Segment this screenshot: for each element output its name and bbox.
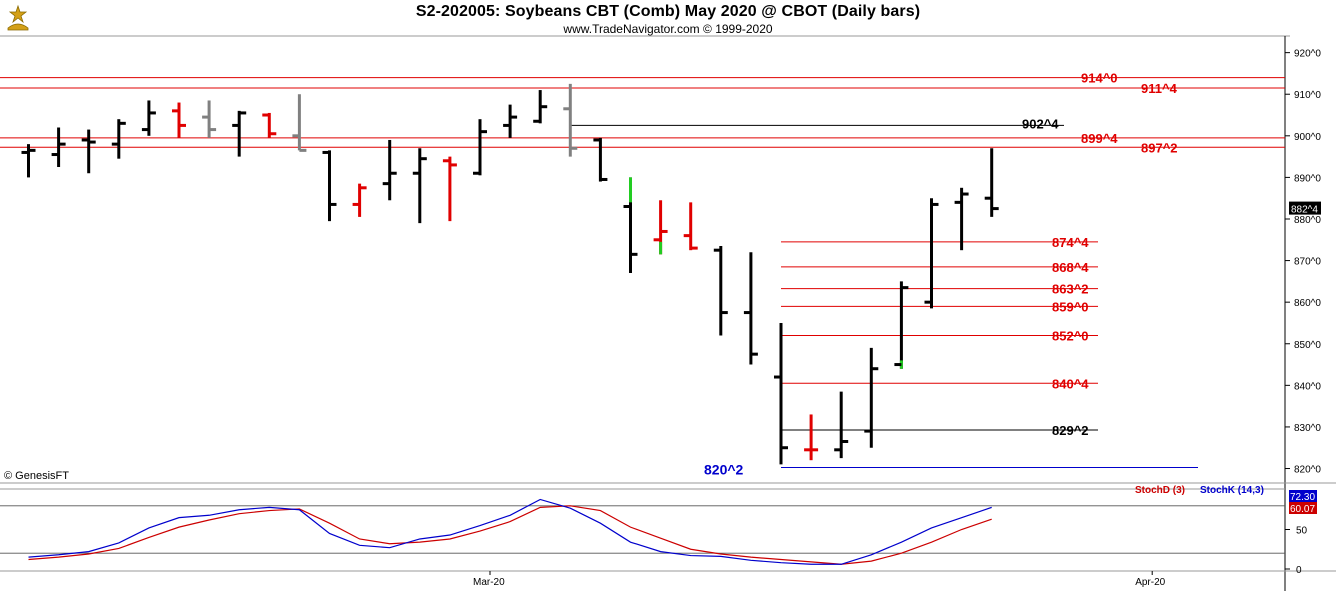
- ohlc-bar: [743, 252, 758, 365]
- price-axis-tick-label: 850^0: [1294, 340, 1321, 351]
- current-price-marker: [1289, 201, 1321, 215]
- ohlc-bar: [232, 110, 247, 157]
- ohlc-bar: [864, 347, 879, 448]
- price-level-label: 829^2: [1052, 423, 1089, 438]
- chart-header: S2-202005: Soybeans CBT (Comb) May 2020 …: [0, 0, 1336, 36]
- date-axis-label: Apr-20: [1135, 577, 1165, 588]
- ohlc-bar: [382, 139, 397, 201]
- price-axis-tick-label: 890^0: [1294, 173, 1321, 184]
- price-level-label: 911^4: [1141, 81, 1178, 96]
- price-level-label: 868^4: [1052, 260, 1089, 275]
- genesis-gold-logo-icon: [4, 4, 32, 32]
- price-level-label: 902^4: [1022, 116, 1059, 131]
- price-axis-tick-label: 920^0: [1294, 49, 1321, 60]
- ohlc-bar: [412, 148, 427, 224]
- ohlc-bar: [954, 187, 969, 251]
- ohlc-bar: [593, 137, 608, 182]
- current-price-label: 882^4: [1291, 205, 1318, 216]
- stoch-last-value-marker: [1289, 502, 1317, 514]
- date-axis: Mar-20 Apr-20: [473, 571, 1166, 588]
- ohlc-bar: [141, 100, 156, 136]
- stoch-last-value-label: 72.30: [1290, 492, 1315, 503]
- ohlc-bar: [653, 200, 668, 255]
- chart-subtitle: www.TradeNavigator.com © 1999-2020: [563, 22, 773, 36]
- ohlc-bar: [713, 246, 728, 336]
- stoch-last-value-label: 60.07: [1290, 504, 1315, 515]
- price-level-label: 863^2: [1052, 282, 1089, 297]
- ohlc-bar: [81, 129, 96, 174]
- stoch-axis-tick-label: 50: [1296, 526, 1308, 537]
- ohlc-bars: [21, 83, 999, 465]
- price-axis-tick-label: 870^0: [1294, 257, 1321, 268]
- price-axis-tick-label: 900^0: [1294, 132, 1321, 143]
- ohlc-bar: [51, 127, 66, 168]
- ohlc-bar: [292, 94, 307, 152]
- price-levels: 914^0 911^4 902^4 899^4 897^2 874^4 868^4 863^2…: [0, 71, 1285, 477]
- ohlc-bar: [774, 322, 788, 465]
- ohlc-bar: [563, 83, 578, 157]
- price-level-label: 840^4: [1052, 376, 1089, 391]
- price-level-label: 859^0: [1052, 299, 1089, 314]
- stoch-axis-tick-label: 0: [1296, 565, 1302, 576]
- price-level-label: 899^4: [1081, 131, 1118, 146]
- ohlc-bar: [202, 100, 217, 138]
- ohlc-bar: [924, 198, 939, 309]
- price-level-label: 874^4: [1052, 235, 1089, 250]
- chart-title: S2-202005: Soybeans CBT (Comb) May 2020 …: [415, 3, 921, 20]
- price-level-label: 897^2: [1141, 140, 1178, 155]
- ohlc-bar: [21, 144, 36, 178]
- copyright-label: © GenesisFT: [4, 470, 69, 482]
- ohlc-bar: [894, 281, 909, 369]
- ohlc-bar: [473, 119, 487, 176]
- price-axis-tick-label: 910^0: [1294, 90, 1321, 101]
- stoch-legend-item: StochK (14,3): [1200, 485, 1264, 496]
- ohlc-bar: [172, 102, 186, 138]
- stoch-series-line-1: [28, 505, 992, 565]
- stoch-last-value-marker: [1289, 490, 1317, 502]
- ohlc-bar: [533, 90, 548, 124]
- price-level-label: 820^2: [704, 461, 744, 477]
- ohlc-bar: [111, 119, 126, 159]
- price-axis-tick-label: 860^0: [1294, 298, 1321, 309]
- ohlc-bar: [984, 148, 999, 217]
- price-axis-tick-label: 820^0: [1294, 465, 1321, 476]
- stoch-series-line-0: [28, 498, 992, 565]
- price-level-label: 852^0: [1052, 328, 1089, 343]
- ohlc-bar: [623, 177, 638, 274]
- price-axis-tick-label: 880^0: [1294, 215, 1321, 226]
- ohlc-bar: [322, 150, 337, 222]
- ohlc-bar: [442, 156, 457, 222]
- price-axis-tick-label: 830^0: [1294, 423, 1321, 434]
- date-axis-label: Mar-20: [473, 577, 505, 588]
- stoch-legend-item: StochD (3): [1135, 485, 1185, 496]
- ohlc-bar: [804, 414, 819, 461]
- ohlc-bar: [834, 391, 849, 459]
- price-axis: 820^0 830^0 840^0 850^0 860^0 870^0 880^0 890^0…: [1285, 49, 1321, 476]
- ohlc-bar: [683, 202, 698, 251]
- price-level-label: 914^0: [1081, 71, 1118, 86]
- ohlc-bar: [262, 112, 277, 138]
- ohlc-bar: [352, 183, 367, 217]
- price-axis-tick-label: 840^0: [1294, 381, 1321, 392]
- ohlc-bar: [503, 104, 518, 138]
